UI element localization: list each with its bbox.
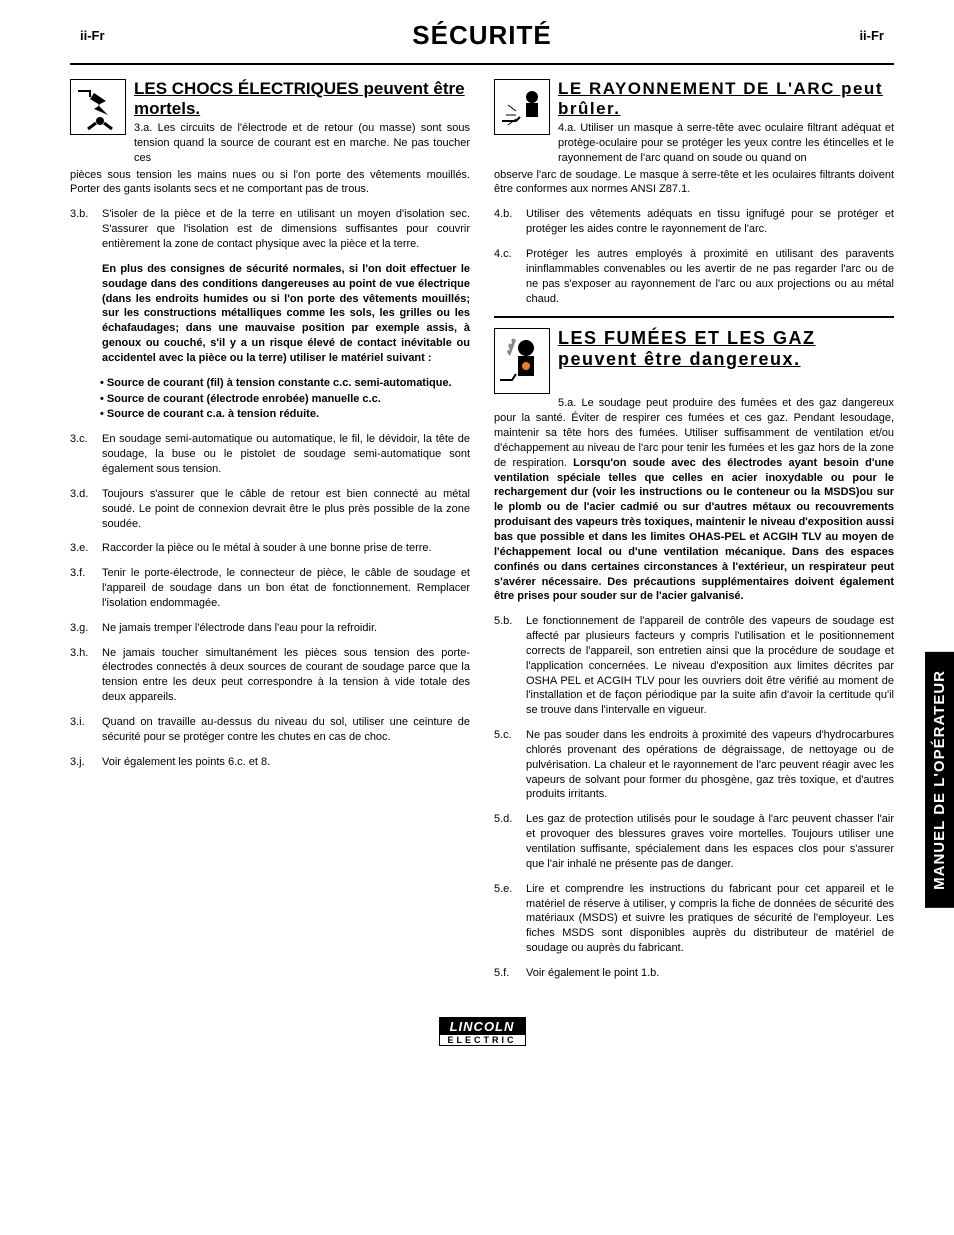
section-title-shock: LES CHOCS ÉLECTRIQUES peuvent être morte…: [134, 79, 470, 118]
lincoln-logo: LINCOLN ELECTRIC: [439, 1017, 526, 1046]
item-number: 4.b.: [494, 207, 518, 237]
item-text: Ne pas souder dans les endroits à proxim…: [526, 728, 894, 802]
item-text: Le fonctionnement de l'appareil de contr…: [526, 614, 894, 718]
item-number: 5.e.: [494, 882, 518, 956]
section-title-arc: LE RAYONNEMENT DE L'ARC peut brûler.: [558, 79, 894, 118]
section-intro-3a-part1: 3.a. Les circuits de l'électrode et de r…: [134, 121, 470, 166]
item-number: 4.c.: [494, 247, 518, 306]
footer-logo: LINCOLN ELECTRIC: [70, 1017, 894, 1048]
item-number: 3.j.: [70, 755, 94, 770]
item-5b: 5.b. Le fonctionnement de l'appareil de c…: [494, 614, 894, 718]
side-tab-manual: MANUEL DE L'OPÉRATEUR: [925, 652, 954, 908]
page-header: ii-Fr SÉCURITÉ ii-Fr: [70, 20, 894, 51]
item-text: Toujours s'assurer que le câble de retou…: [102, 487, 470, 532]
item-3c: 3.c. En soudage semi-automatique ou autom…: [70, 432, 470, 477]
item-text: Tenir le porte-électrode, le connecteur …: [102, 566, 470, 611]
item-text: S'isoler de la pièce et de la terre en u…: [102, 207, 470, 252]
item-5c: 5.c. Ne pas souder dans les endroits à pr…: [494, 728, 894, 802]
section-intro-3a-part2: pièces sous tension les mains nues ou si…: [70, 168, 470, 198]
page: ii-Fr SÉCURITÉ ii-Fr LES CHOCS ÉLECTRIQU…: [0, 0, 954, 1088]
item-number: 3.f.: [70, 566, 94, 611]
item-number: 3.e.: [70, 541, 94, 556]
right-column: LE RAYONNEMENT DE L'ARC peut brûler. 4.a…: [494, 79, 894, 991]
section-header-arc: LE RAYONNEMENT DE L'ARC peut brûler. 4.a…: [494, 79, 894, 166]
page-number-right: ii-Fr: [859, 28, 884, 43]
item-3g: 3.g. Ne jamais tremper l'électrode dans l…: [70, 621, 470, 636]
bullet-1: • Source de courant (fil) à tension cons…: [100, 376, 470, 391]
bullet-2: • Source de courant (électrode enrobée) …: [100, 392, 470, 407]
item-number: 5.b.: [494, 614, 518, 718]
item-text: En soudage semi-automatique ou automatiq…: [102, 432, 470, 477]
item-text: Voir également les points 6.c. et 8.: [102, 755, 470, 770]
item-3h: 3.h. Ne jamais toucher simultanément les …: [70, 646, 470, 705]
item-text: Protéger les autres employés à proximité…: [526, 247, 894, 306]
page-title: SÉCURITÉ: [412, 20, 551, 51]
header-divider: [70, 63, 894, 65]
item-5d: 5.d. Les gaz de protection utilisés pour …: [494, 812, 894, 871]
intro-5a-bold: Lorsqu'on soude avec des électrodes ayan…: [494, 457, 894, 603]
item-text: Quand on travaille au-dessus du niveau d…: [102, 715, 470, 745]
fumes-warning-icon: [494, 328, 550, 394]
source-bullets: • Source de courant (fil) à tension cons…: [100, 376, 470, 423]
logo-brand: LINCOLN: [440, 1018, 525, 1035]
item-text: Les gaz de protection utilisés pour le s…: [526, 812, 894, 871]
section-intro-4a-part1: 4.a. Utiliser un masque à serre-tête ave…: [558, 121, 894, 166]
item-3b: 3.b. S'isoler de la pièce et de la terre …: [70, 207, 470, 252]
page-number-left: ii-Fr: [80, 28, 105, 43]
bold-conditions-para: En plus des consignes de sécurité normal…: [102, 262, 470, 366]
item-3e: 3.e. Raccorder la pièce ou le métal à sou…: [70, 541, 470, 556]
item-number: 3.c.: [70, 432, 94, 477]
item-number: 3.d.: [70, 487, 94, 532]
section-header-shock: LES CHOCS ÉLECTRIQUES peuvent être morte…: [70, 79, 470, 166]
item-text: Lire et comprendre les instructions du f…: [526, 882, 894, 956]
item-3i: 3.i. Quand on travaille au-dessus du nive…: [70, 715, 470, 745]
item-5e: 5.e. Lire et comprendre les instructions …: [494, 882, 894, 956]
columns: LES CHOCS ÉLECTRIQUES peuvent être morte…: [70, 79, 894, 991]
arc-radiation-icon: [494, 79, 550, 135]
item-text: Ne jamais tremper l'électrode dans l'eau…: [102, 621, 470, 636]
section-intro-4a-part2: observe l'arc de soudage. Le masque à se…: [494, 168, 894, 198]
item-text: Voir également le point 1.b.: [526, 966, 894, 981]
section-header-fumes: LES FUMÉES ET LES GAZ peuvent être dange…: [494, 328, 894, 394]
item-number: 5.c.: [494, 728, 518, 802]
logo-sub: ELECTRIC: [440, 1035, 525, 1045]
item-number: 3.g.: [70, 621, 94, 636]
left-column: LES CHOCS ÉLECTRIQUES peuvent être morte…: [70, 79, 470, 991]
section-title-fumes: LES FUMÉES ET LES GAZ peuvent être dange…: [558, 328, 894, 369]
item-4b: 4.b. Utiliser des vêtements adéquats en t…: [494, 207, 894, 237]
item-number: 3.b.: [70, 207, 94, 252]
bullet-3: • Source de courant c.a. à tension rédui…: [100, 407, 470, 422]
item-number: 5.f.: [494, 966, 518, 981]
item-3f: 3.f. Tenir le porte-électrode, le connect…: [70, 566, 470, 611]
item-number: 5.d.: [494, 812, 518, 871]
section-intro-5a: 5.a. Le soudage peut produire des fumées…: [494, 396, 894, 604]
item-text: Raccorder la pièce ou le métal à souder …: [102, 541, 470, 556]
item-number: 3.i.: [70, 715, 94, 745]
section-divider: [494, 316, 894, 318]
item-3j: 3.j. Voir également les points 6.c. et 8.: [70, 755, 470, 770]
item-number: 3.h.: [70, 646, 94, 705]
shock-warning-icon: [70, 79, 126, 135]
item-text: Utiliser des vêtements adéquats en tissu…: [526, 207, 894, 237]
item-5f: 5.f. Voir également le point 1.b.: [494, 966, 894, 981]
item-text: Ne jamais toucher simultanément les pièc…: [102, 646, 470, 705]
item-3d: 3.d. Toujours s'assurer que le câble de r…: [70, 487, 470, 532]
item-4c: 4.c. Protéger les autres employés à proxi…: [494, 247, 894, 306]
